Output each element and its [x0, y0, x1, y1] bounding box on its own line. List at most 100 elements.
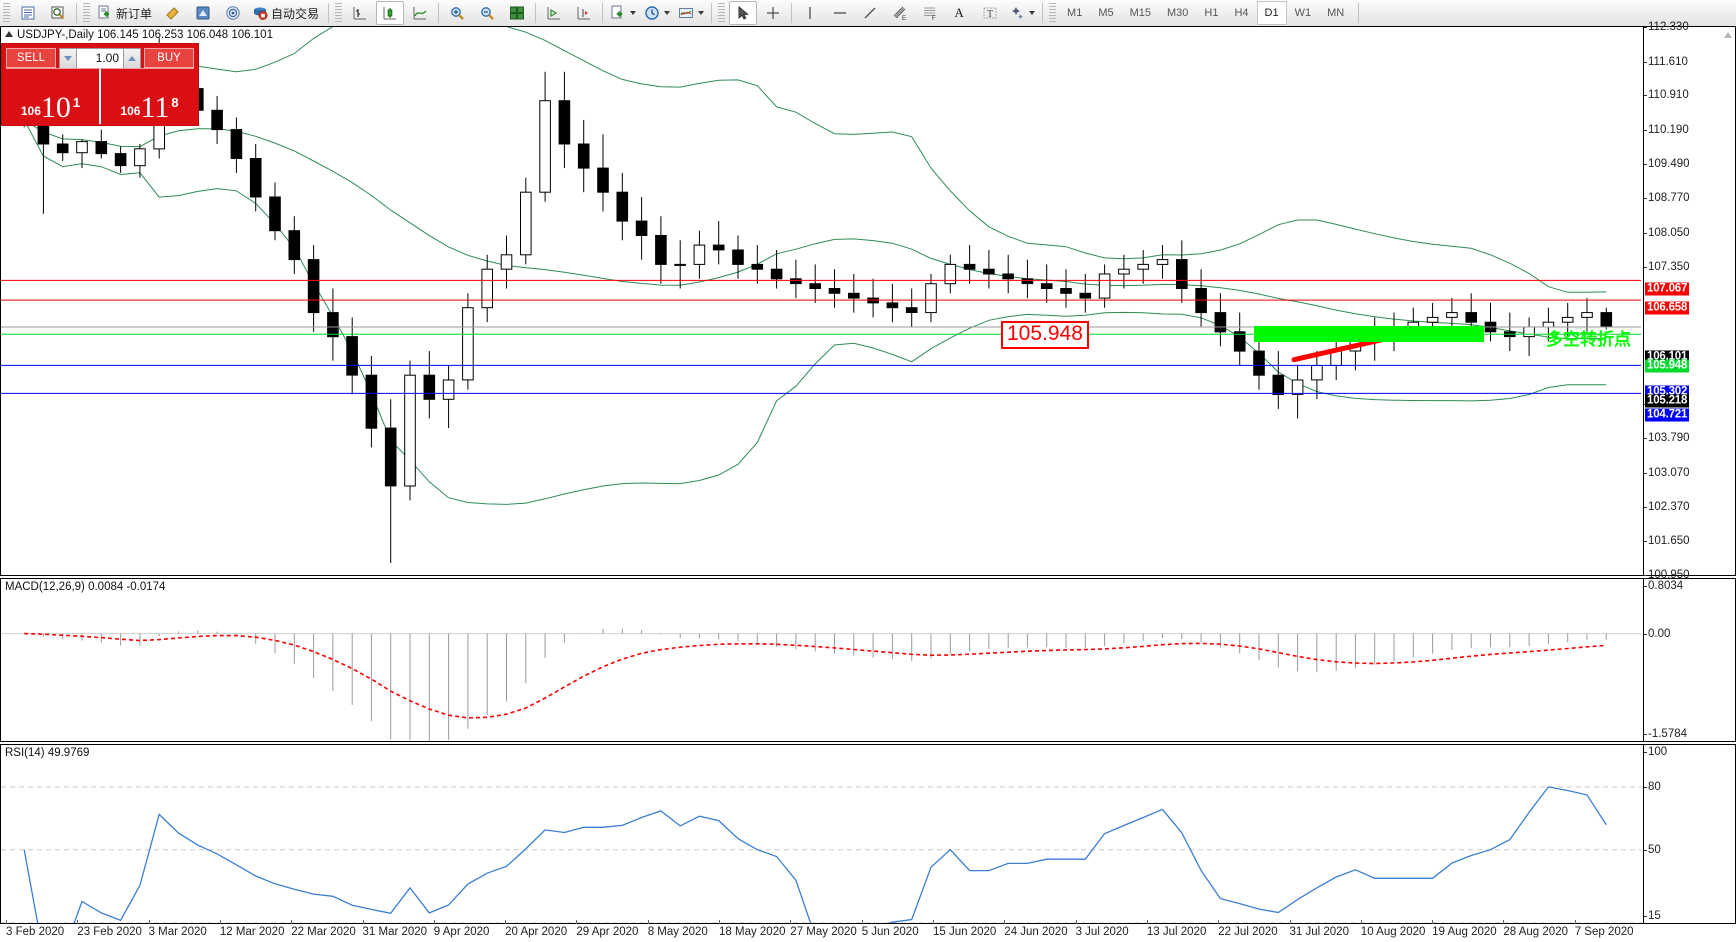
price-tag: 105.218 — [1645, 394, 1690, 408]
trendline-icon[interactable] — [856, 1, 884, 25]
macd-pane[interactable]: 0.8034 0.00 -1.5784 MACD(12,26,9) 0.0084 -… — [0, 578, 1736, 742]
zoom-in-icon[interactable] — [443, 1, 471, 25]
metaeditor-icon[interactable] — [159, 1, 187, 25]
date-tick: 3 Mar 2020 — [148, 926, 207, 938]
date-tick-mark — [433, 920, 435, 924]
toolbar-grip-5[interactable] — [1049, 3, 1057, 23]
toolbar-separator-2 — [328, 3, 330, 23]
text-label-icon[interactable]: T — [976, 1, 1004, 25]
scroll-indicator[interactable] — [1722, 28, 1734, 40]
equidistant-channel-icon[interactable]: E — [886, 1, 914, 25]
one-click-trade-panel[interactable]: SELL 1.00 BUY 106 10 1 — [1, 43, 199, 126]
date-tick: 24 Jun 2020 — [1004, 926, 1068, 938]
toolbar-grip[interactable] — [3, 3, 10, 23]
timeframe-m1[interactable]: M1 — [1067, 7, 1083, 19]
support-zone-rectangle[interactable] — [1254, 326, 1484, 343]
crosshair-icon[interactable] — [759, 1, 787, 25]
sell-button[interactable]: SELL — [6, 48, 56, 68]
zoom-out-icon[interactable] — [473, 1, 501, 25]
date-tick-mark — [362, 920, 364, 924]
chart-shift-icon[interactable] — [540, 1, 568, 25]
timeframe-w1[interactable]: W1 — [1294, 7, 1312, 19]
date-tick-mark — [1360, 920, 1362, 924]
svg-text:T: T — [987, 9, 993, 20]
line-chart-icon[interactable] — [406, 1, 434, 25]
date-tick: 5 Jun 2020 — [861, 926, 919, 938]
date-tick: 12 Mar 2020 — [219, 926, 285, 938]
date-tick-mark — [1075, 920, 1077, 924]
timeframe-h1[interactable]: H1 — [1204, 7, 1219, 19]
macd-plot[interactable] — [1, 579, 1643, 741]
auto-scroll-icon[interactable] — [570, 1, 598, 25]
templates-icon[interactable] — [675, 1, 707, 25]
sell-price[interactable]: 106 10 1 — [2, 69, 99, 124]
toolbar-grip-2[interactable] — [83, 3, 90, 23]
volume-increment-button[interactable] — [123, 47, 141, 69]
navigator-icon[interactable] — [189, 1, 217, 25]
timeframe-m5[interactable]: M5 — [1098, 7, 1114, 19]
chevron-down-icon-4[interactable] — [1029, 11, 1036, 15]
signals-icon[interactable] — [219, 1, 247, 25]
date-tick-mark — [148, 920, 150, 924]
date-tick-mark — [1289, 920, 1291, 924]
price-tick: 110.910 — [1644, 89, 1689, 102]
candlestick-chart-icon[interactable] — [376, 1, 405, 25]
chevron-down-icon-2[interactable] — [664, 11, 671, 15]
date-tick-mark — [6, 920, 7, 924]
date-tick: 10 Aug 2020 — [1360, 926, 1426, 938]
price-label-annotation[interactable]: 105.948 — [1001, 321, 1089, 350]
toolbar-separator — [76, 3, 77, 23]
price-tick: 103.790 — [1644, 432, 1690, 445]
new-order-label: 新订单 — [116, 6, 153, 21]
toolbar-grip-4[interactable] — [718, 3, 726, 23]
periods-icon[interactable] — [641, 1, 673, 25]
rsi-pane[interactable]: 100 80 50 15 RSI(14) 49.9769 — [0, 744, 1736, 924]
price-tick: 110.190 — [1644, 124, 1689, 137]
symbol-header: USDJPY-,Daily 106.145 106.253 106.048 10… — [5, 29, 273, 41]
shapes-icon[interactable] — [1006, 1, 1038, 25]
new-order-button[interactable]: 新订单 — [94, 1, 157, 25]
horizontal-line-icon[interactable] — [826, 1, 854, 25]
buy-button[interactable]: BUY — [144, 48, 194, 68]
toolbar-grip-3[interactable] — [335, 3, 343, 23]
macd-label: MACD(12,26,9) 0.0084 -0.0174 — [5, 581, 166, 593]
chevron-down-icon[interactable] — [630, 11, 637, 15]
volume-stepper[interactable]: 1.00 — [59, 47, 141, 69]
text-icon[interactable]: A — [946, 1, 974, 25]
indicators-icon[interactable] — [607, 1, 639, 25]
date-tick-mark — [933, 920, 934, 924]
cursor-icon[interactable] — [729, 1, 758, 25]
timeframe-mn[interactable]: MN — [1327, 7, 1345, 19]
toolbar-separator-9 — [1358, 3, 1360, 23]
data-window-icon[interactable] — [44, 1, 72, 25]
volume-decrement-button[interactable] — [59, 47, 77, 69]
toolbar-separator-5 — [602, 3, 604, 23]
buy-price[interactable]: 106 11 8 — [99, 69, 198, 124]
macd-chart-svg — [1, 628, 1641, 741]
chart-area[interactable]: 112.330 111.610 110.910 110.190 109.490 108.7… — [0, 21, 1736, 942]
svg-text:E: E — [902, 16, 906, 21]
chevron-down-icon-3[interactable] — [698, 11, 705, 15]
rsi-tick: 15 — [1644, 910, 1661, 922]
timeframe-m30[interactable]: M30 — [1167, 7, 1189, 19]
volume-input[interactable]: 1.00 — [77, 47, 123, 69]
bar-chart-icon[interactable] — [346, 1, 374, 25]
collapse-triangle-icon[interactable] — [5, 31, 13, 37]
price-pane[interactable]: 112.330 111.610 110.910 110.190 109.490 108.7… — [0, 21, 1736, 581]
timeframe-m15[interactable]: M15 — [1129, 7, 1151, 19]
date-tick: 23 Feb 2020 — [77, 926, 142, 938]
tile-windows-icon[interactable] — [503, 1, 531, 25]
rsi-plot[interactable] — [1, 745, 1643, 923]
fibonacci-icon[interactable]: F — [916, 1, 944, 25]
date-tick-mark — [505, 920, 507, 924]
date-tick-mark — [719, 920, 720, 924]
price-axis[interactable]: 112.330 111.610 110.910 110.190 109.490 108.7… — [1643, 21, 1735, 581]
turning-point-annotation[interactable]: 多空转折点 — [1546, 330, 1631, 350]
timeframe-h4[interactable]: H4 — [1234, 7, 1249, 19]
macd-tick: 0.8034 — [1643, 580, 1684, 592]
autotrading-icon[interactable]: 自动交易 — [249, 1, 324, 25]
vertical-line-icon[interactable] — [796, 1, 824, 25]
price-plot[interactable] — [1, 27, 1643, 575]
market-watch-icon[interactable] — [14, 1, 42, 25]
timeframe-d1[interactable]: D1 — [1256, 1, 1287, 25]
